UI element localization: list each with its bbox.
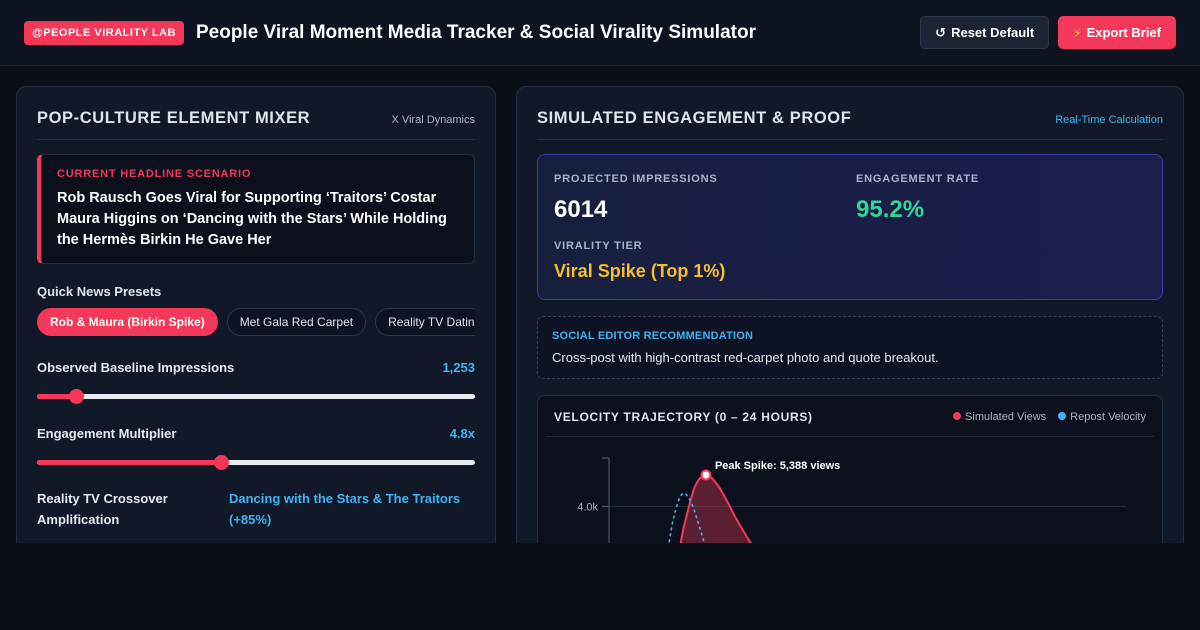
virality-tier-label: VIRALITY TIER — [554, 240, 643, 252]
virality-tier-metric: VIRALITY TIER Viral Spike (Top 1%) — [554, 240, 725, 282]
engagement-label: ENGAGEMENT RATE — [856, 173, 980, 185]
legend-label-repost: Repost Velocity — [1070, 411, 1146, 423]
element-mixer-panel: POP-CULTURE ELEMENT MIXER X Viral Dynami… — [16, 86, 496, 543]
impressions-value: 6014 — [554, 196, 608, 223]
baseline-slider-fill — [37, 394, 77, 400]
app-title: People Viral Moment Media Tracker & Soci… — [195, 21, 756, 43]
chart-header: VELOCITY TRAJECTORY (0 – 24 HOURS) Simul… — [546, 396, 1154, 437]
baseline-label: Observed Baseline Impressions — [37, 360, 235, 376]
reset-default-label: Reset Default — [951, 25, 1035, 40]
chart-layer: 4.0k Peak Spike: 5,388 views — [577, 460, 1126, 543]
preset-chip[interactable]: Rob & Maura (Birkin Spike) — [37, 308, 218, 337]
main-content: POP-CULTURE ELEMENT MIXER X Viral Dynami… — [0, 66, 1200, 543]
multiplier-slider-thumb[interactable] — [213, 455, 229, 471]
peak-point — [700, 469, 712, 481]
lightning-icon: ⚡ — [1073, 25, 1082, 40]
legend-dot-views — [953, 412, 962, 420]
crossover-value: Dancing with the Stars & The Traitors (+… — [229, 491, 461, 527]
realtime-calculation-link[interactable]: Real-Time Calculation — [1055, 114, 1163, 126]
multiplier-slider[interactable] — [37, 455, 475, 471]
legend-label-views: Simulated Views — [965, 411, 1047, 423]
series-area-views — [680, 474, 751, 543]
preset-chip[interactable]: Reality TV Dating — [375, 308, 475, 337]
editor-recommendation: SOCIAL EDITOR RECOMMENDATION Cross-post … — [537, 316, 1163, 379]
velocity-chart: 4.0k Peak Spike: 5,388 views — [577, 457, 1126, 543]
legend-item-views: Simulated Views — [953, 411, 1046, 423]
crossover-label: Reality TV Crossover Amplification — [37, 491, 168, 527]
brand-badge: @PEOPLE VIRALITY LAB — [24, 20, 184, 45]
baseline-value: 1,253 — [442, 360, 475, 376]
series-line-views — [679, 474, 752, 543]
engagement-panel-title: SIMULATED ENGAGEMENT & PROOF — [537, 109, 852, 127]
multiplier-slider-fill — [37, 460, 221, 466]
legend-dot-repost — [1058, 412, 1067, 420]
mixer-panel-title: POP-CULTURE ELEMENT MIXER — [37, 109, 311, 127]
engagement-panel-header: SIMULATED ENGAGEMENT & PROOF Real-Time C… — [537, 87, 1163, 140]
quick-presets-label: Quick News Presets — [37, 284, 162, 300]
top-actions: ↺ Reset Default ⚡ Export Brief — [920, 16, 1176, 49]
crossover-row: Reality TV Crossover Amplification Danci… — [37, 489, 475, 529]
headline-scenario-card: CURRENT HEADLINE SCENARIO Rob Rausch Goe… — [37, 154, 475, 265]
virality-tier-value: Viral Spike (Top 1%) — [554, 261, 726, 281]
reset-icon: ↺ — [935, 24, 947, 40]
multiplier-row: Engagement Multiplier 4.8x — [37, 426, 475, 441]
preset-chips: Rob & Maura (Birkin Spike) Met Gala Red … — [37, 308, 475, 337]
mixer-panel-header: POP-CULTURE ELEMENT MIXER X Viral Dynami… — [37, 87, 475, 140]
reset-default-button[interactable]: ↺ Reset Default — [920, 16, 1050, 49]
export-brief-label: Export Brief — [1086, 25, 1161, 40]
mixer-panel-meta: X Viral Dynamics — [391, 114, 475, 126]
scenario-headline: Rob Rausch Goes Viral for Supporting ‘Tr… — [57, 190, 447, 249]
baseline-slider[interactable] — [37, 389, 475, 405]
scenario-label: CURRENT HEADLINE SCENARIO — [57, 168, 252, 180]
multiplier-value: 4.8x — [449, 426, 475, 442]
recommendation-label: SOCIAL EDITOR RECOMMENDATION — [552, 330, 754, 342]
engagement-metric: ENGAGEMENT RATE 95.2% — [856, 173, 979, 224]
engagement-value: 95.2% — [856, 196, 925, 223]
chart-title: VELOCITY TRAJECTORY (0 – 24 HOURS) — [554, 410, 813, 424]
impressions-label: PROJECTED IMPRESSIONS — [554, 173, 718, 185]
metrics-card: PROJECTED IMPRESSIONS 6014 ENGAGEMENT RA… — [537, 154, 1163, 300]
engagement-panel: SIMULATED ENGAGEMENT & PROOF Real-Time C… — [516, 86, 1184, 543]
peak-annotation: Peak Spike: 5,388 views — [715, 460, 840, 472]
chart-legend: Simulated Views Repost Velocity — [953, 411, 1146, 423]
export-brief-button[interactable]: ⚡ Export Brief — [1058, 16, 1176, 49]
legend-item-repost: Repost Velocity — [1058, 411, 1146, 423]
baseline-slider-thumb[interactable] — [69, 389, 85, 405]
y-tick-label: 4.0k — [577, 501, 598, 513]
baseline-row: Observed Baseline Impressions 1,253 — [37, 360, 475, 375]
top-bar: @PEOPLE VIRALITY LAB People Viral Moment… — [0, 0, 1200, 66]
velocity-chart-card: VELOCITY TRAJECTORY (0 – 24 HOURS) Simul… — [537, 395, 1163, 543]
recommendation-text: Cross-post with high-contrast red-carpet… — [552, 350, 939, 365]
impressions-metric: PROJECTED IMPRESSIONS 6014 — [554, 173, 718, 224]
multiplier-label: Engagement Multiplier — [37, 426, 177, 442]
preset-chip[interactable]: Met Gala Red Carpet — [226, 308, 367, 337]
